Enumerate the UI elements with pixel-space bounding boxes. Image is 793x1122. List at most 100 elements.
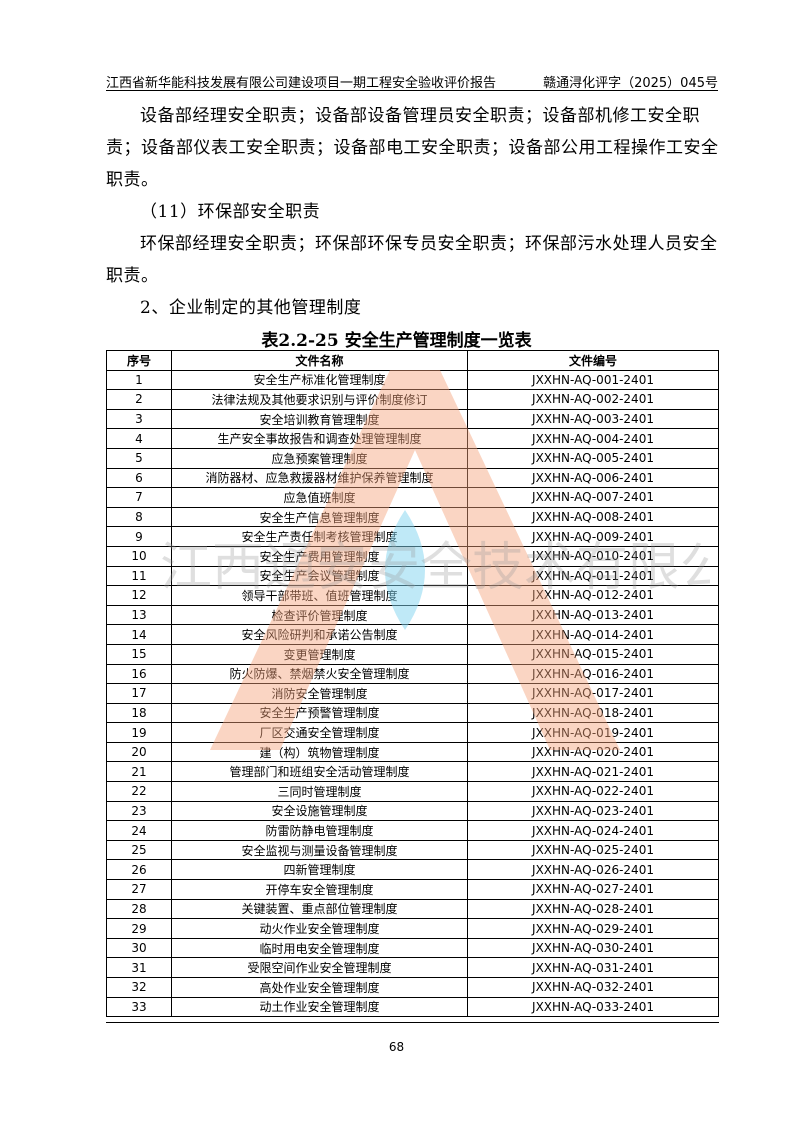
cell-code: JXXHN-AQ-019-2401 [467, 722, 719, 743]
cell-name: 安全监视与测量设备管理制度 [171, 839, 468, 861]
cell-index: 28 [106, 898, 172, 920]
table-row: 7 应急值班制度 JXXHN-AQ-007-2401 [106, 487, 719, 508]
table-row: 9 安全生产责任制考核管理制度 JXXHN-AQ-009-2401 [106, 526, 719, 547]
cell-name: 安全设施管理制度 [171, 800, 468, 822]
table-row: 30 临时用电安全管理制度 JXXHN-AQ-030-2401 [106, 937, 719, 959]
cell-index: 4 [106, 428, 172, 449]
table-row: 13 检查评价管理制度 JXXHN-AQ-013-2401 [106, 604, 719, 626]
cell-name: 开停车安全管理制度 [171, 879, 468, 900]
section-heading: 2、企业制定的其他管理制度 [140, 298, 362, 318]
table-row: 6 消防器材、应急救援器材维护保养管理制度 JXXHN-AQ-006-2401 [106, 467, 719, 489]
table-row: 25 安全监视与测量设备管理制度 JXXHN-AQ-025-2401 [106, 839, 719, 861]
cell-code: JXXHN-AQ-021-2401 [467, 761, 719, 783]
cell-code: JXXHN-AQ-029-2401 [467, 918, 719, 939]
cell-index: 18 [106, 702, 172, 724]
cell-index: 29 [106, 918, 172, 939]
cell-index: 10 [106, 545, 172, 567]
running-header: 江西省新华能科技发展有限公司建设项目一期工程安全验收评价报告 赣通浔化评字（20… [106, 70, 718, 91]
table-row: 26 四新管理制度 JXXHN-AQ-026-2401 [106, 859, 719, 881]
cell-index: 3 [106, 408, 172, 430]
table-row: 24 防雷防静电管理制度 JXXHN-AQ-024-2401 [106, 820, 719, 841]
cell-code: JXXHN-AQ-022-2401 [467, 781, 719, 802]
cell-code: JXXHN-AQ-020-2401 [467, 741, 719, 763]
cell-name: 检查评价管理制度 [171, 604, 468, 626]
table-row: 19 厂区交通安全管理制度 JXXHN-AQ-019-2401 [106, 722, 719, 743]
cell-code: JXXHN-AQ-028-2401 [467, 898, 719, 920]
cell-code: JXXHN-AQ-015-2401 [467, 643, 719, 665]
cell-name: 四新管理制度 [171, 859, 468, 881]
cell-index: 33 [106, 996, 172, 1018]
cell-name: 安全生产预警管理制度 [171, 702, 468, 724]
cell-index: 30 [106, 937, 172, 959]
cell-code: JXXHN-AQ-033-2401 [467, 996, 719, 1018]
cell-index: 17 [106, 683, 172, 704]
cell-index: 8 [106, 506, 172, 528]
cell-name: 应急预案管理制度 [171, 447, 468, 469]
cell-code: JXXHN-AQ-005-2401 [467, 447, 719, 469]
cell-name: 受限空间作业安全管理制度 [171, 957, 468, 978]
cell-index: 32 [106, 977, 172, 998]
cell-name: 安全生产会议管理制度 [171, 565, 468, 587]
cell-code: JXXHN-AQ-007-2401 [467, 487, 719, 508]
cell-code: JXXHN-AQ-017-2401 [467, 683, 719, 704]
footer-rule [106, 1022, 719, 1023]
cell-index: 5 [106, 447, 172, 469]
table-row: 8 安全生产信息管理制度 JXXHN-AQ-008-2401 [106, 506, 719, 528]
cell-code: JXXHN-AQ-008-2401 [467, 506, 719, 528]
cell-code: JXXHN-AQ-032-2401 [467, 977, 719, 998]
cell-code: JXXHN-AQ-030-2401 [467, 937, 719, 959]
table-row: 2 法律法规及其他要求识别与评价制度修订 JXXHN-AQ-002-2401 [106, 389, 719, 410]
cell-index: 24 [106, 820, 172, 841]
cell-name: 领导干部带班、值班管理制度 [171, 585, 468, 606]
table-row: 12 领导干部带班、值班管理制度 JXXHN-AQ-012-2401 [106, 585, 719, 606]
cell-code: JXXHN-AQ-016-2401 [467, 663, 719, 685]
cell-name: 应急值班制度 [171, 487, 468, 508]
table-row: 27 开停车安全管理制度 JXXHN-AQ-027-2401 [106, 879, 719, 900]
cell-name: 临时用电安全管理制度 [171, 937, 468, 959]
cell-code: JXXHN-AQ-018-2401 [467, 702, 719, 724]
cell-index: 20 [106, 741, 172, 763]
cell-index: 15 [106, 643, 172, 665]
cell-index: 1 [106, 369, 172, 391]
cell-name: 建（构）筑物管理制度 [171, 741, 468, 763]
table-caption: 表2.2-25 安全生产管理制度一览表 [261, 331, 532, 351]
cell-name: 安全生产费用管理制度 [171, 545, 468, 567]
cell-code: JXXHN-AQ-011-2401 [467, 565, 719, 587]
header-name: 文件名称 [171, 350, 468, 371]
cell-code: JXXHN-AQ-026-2401 [467, 859, 719, 881]
paragraph: 设备部经理安全职责；设备部设备管理员安全职责；设备部机修工安全职责；设备部仪表工… [106, 106, 719, 190]
cell-index: 25 [106, 839, 172, 861]
cell-code: JXXHN-AQ-023-2401 [467, 800, 719, 822]
cell-index: 26 [106, 859, 172, 881]
cell-name: 厂区交通安全管理制度 [171, 722, 468, 743]
cell-code: JXXHN-AQ-012-2401 [467, 585, 719, 606]
table-row: 3 安全培训教育管理制度 JXXHN-AQ-003-2401 [106, 408, 719, 430]
table-row: 15 变更管理制度 JXXHN-AQ-015-2401 [106, 643, 719, 665]
cell-code: JXXHN-AQ-006-2401 [467, 467, 719, 489]
cell-index: 14 [106, 624, 172, 645]
table-row: 33 动土作业安全管理制度 JXXHN-AQ-033-2401 [106, 996, 719, 1018]
cell-name: 法律法规及其他要求识别与评价制度修订 [171, 389, 468, 410]
header-code: 文件编号 [467, 350, 719, 371]
table-row: 5 应急预案管理制度 JXXHN-AQ-005-2401 [106, 447, 719, 469]
cell-name: 生产安全事故报告和调查处理管理制度 [171, 428, 468, 449]
cell-code: JXXHN-AQ-024-2401 [467, 820, 719, 841]
table-row: 22 三同时管理制度 JXXHN-AQ-022-2401 [106, 781, 719, 802]
cell-code: JXXHN-AQ-031-2401 [467, 957, 719, 978]
cell-code: JXXHN-AQ-004-2401 [467, 428, 719, 449]
cell-code: JXXHN-AQ-027-2401 [467, 879, 719, 900]
cell-index: 23 [106, 800, 172, 822]
table-row: 18 安全生产预警管理制度 JXXHN-AQ-018-2401 [106, 702, 719, 724]
table-row: 21 管理部门和班组安全活动管理制度 JXXHN-AQ-021-2401 [106, 761, 719, 783]
cell-name: 安全生产责任制考核管理制度 [171, 526, 468, 547]
cell-name: 动火作业安全管理制度 [171, 918, 468, 939]
table-row: 29 动火作业安全管理制度 JXXHN-AQ-029-2401 [106, 918, 719, 939]
table-row: 31 受限空间作业安全管理制度 JXXHN-AQ-031-2401 [106, 957, 719, 978]
table-row: 10 安全生产费用管理制度 JXXHN-AQ-010-2401 [106, 545, 719, 567]
section-heading: （11）环保部安全职责 [140, 202, 321, 222]
cell-name: 高处作业安全管理制度 [171, 977, 468, 998]
cell-name: 动土作业安全管理制度 [171, 996, 468, 1018]
cell-name: 安全培训教育管理制度 [171, 408, 468, 430]
table-row: 17 消防安全管理制度 JXXHN-AQ-017-2401 [106, 683, 719, 704]
